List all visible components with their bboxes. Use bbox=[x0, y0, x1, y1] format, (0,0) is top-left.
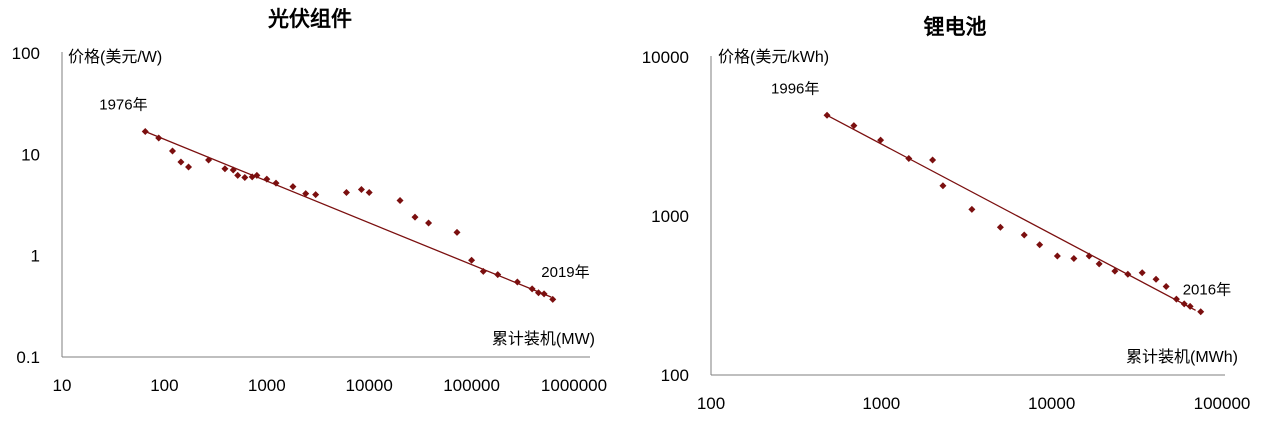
lithium-battery-chart: 锂电池 价格(美元/kWh) 累计装机(MWh) 100 1000 10000 100… bbox=[642, 15, 1251, 413]
data-point bbox=[263, 175, 271, 183]
data-point bbox=[1020, 231, 1028, 239]
data-point bbox=[272, 179, 280, 187]
annotation-label: 1996年 bbox=[771, 80, 819, 97]
trend-line bbox=[826, 114, 1196, 311]
data-point bbox=[312, 191, 320, 199]
x-axis-label: 累计装机(MW) bbox=[492, 330, 595, 348]
data-point bbox=[302, 190, 310, 198]
data-point bbox=[513, 278, 521, 286]
x-tick-label: 10000 bbox=[346, 376, 393, 395]
chart-title: 光伏组件 bbox=[267, 7, 352, 31]
y-tick-label: 1000 bbox=[651, 207, 689, 226]
y-tick-label: 100 bbox=[12, 44, 40, 63]
data-point bbox=[155, 134, 163, 142]
data-point bbox=[996, 223, 1004, 231]
data-point bbox=[549, 295, 557, 303]
data-point bbox=[939, 182, 947, 190]
data-point bbox=[1036, 241, 1044, 249]
data-point bbox=[1162, 283, 1170, 291]
data-point bbox=[905, 154, 913, 162]
x-tick-label: 1000 bbox=[862, 394, 900, 413]
y-tick-label: 10 bbox=[21, 145, 40, 164]
data-point bbox=[185, 163, 193, 171]
data-point bbox=[468, 256, 476, 264]
data-point bbox=[534, 289, 542, 297]
data-point bbox=[968, 205, 976, 213]
data-point bbox=[1172, 295, 1180, 303]
data-point bbox=[1138, 269, 1146, 277]
annotation-label: 1976年 bbox=[99, 97, 147, 114]
x-tick-label: 100 bbox=[150, 376, 178, 395]
annotation-label: 2016年 bbox=[1183, 281, 1231, 298]
x-axis-label: 累计装机(MWh) bbox=[1126, 348, 1238, 366]
x-tick-label: 10000 bbox=[1028, 394, 1075, 413]
data-point bbox=[169, 147, 177, 155]
data-point bbox=[1070, 255, 1078, 263]
annotations: 1996年 2016年 bbox=[771, 80, 1231, 298]
y-tick-label: 100 bbox=[661, 366, 689, 385]
y-tick-label: 0.1 bbox=[16, 348, 40, 367]
x-tick-label: 1000000 bbox=[541, 376, 607, 395]
x-tick-label: 1000 bbox=[248, 376, 286, 395]
data-point bbox=[528, 285, 536, 293]
data-point bbox=[396, 197, 404, 205]
data-point bbox=[1095, 260, 1103, 268]
data-point bbox=[494, 271, 502, 279]
data-point bbox=[929, 156, 937, 164]
annotations: 1976年 2019年 bbox=[99, 97, 589, 281]
y-axis-label: 价格(美元/W) bbox=[68, 48, 162, 66]
data-points bbox=[823, 111, 1205, 316]
data-point bbox=[1186, 302, 1194, 310]
y-tick-label: 10000 bbox=[642, 48, 689, 67]
y-tick-label: 1 bbox=[31, 247, 40, 266]
data-point bbox=[357, 185, 365, 193]
data-point bbox=[479, 267, 487, 275]
chart-title: 锂电池 bbox=[924, 15, 987, 39]
data-point bbox=[241, 174, 249, 182]
data-point bbox=[850, 122, 858, 130]
pv-module-chart: 光伏组件 价格(美元/W) 累计装机(MW) 10 100 1000 10000 100… bbox=[12, 7, 607, 395]
data-point bbox=[1197, 308, 1205, 316]
data-point bbox=[234, 171, 242, 179]
data-point bbox=[365, 189, 373, 197]
data-point bbox=[823, 111, 831, 119]
data-point bbox=[141, 128, 149, 136]
x-tick-label: 10 bbox=[53, 376, 72, 395]
data-point bbox=[411, 213, 419, 221]
data-point bbox=[1180, 300, 1188, 308]
data-point bbox=[205, 156, 213, 164]
data-point bbox=[425, 219, 433, 227]
data-point bbox=[540, 290, 548, 298]
data-point bbox=[177, 158, 185, 166]
tick-labels: 100 1000 10000 100000 100 1000 10000 bbox=[642, 48, 1251, 413]
data-point bbox=[221, 165, 229, 173]
data-point bbox=[1124, 270, 1132, 278]
data-point bbox=[229, 166, 237, 174]
x-tick-label: 100000 bbox=[443, 376, 500, 395]
data-point bbox=[1053, 252, 1061, 260]
data-point bbox=[877, 136, 885, 144]
tick-labels: 10 100 1000 10000 100000 1000000 0.1 1 10 100 bbox=[12, 44, 607, 395]
data-point bbox=[342, 189, 350, 197]
data-points bbox=[141, 128, 557, 303]
x-tick-label: 100 bbox=[697, 394, 725, 413]
data-point bbox=[453, 228, 461, 236]
data-point bbox=[253, 171, 261, 179]
data-point bbox=[289, 183, 297, 191]
trend-line bbox=[144, 130, 552, 298]
data-point bbox=[1111, 267, 1119, 275]
annotation-label: 2019年 bbox=[541, 264, 589, 281]
data-point bbox=[1152, 275, 1160, 283]
x-tick-label: 100000 bbox=[1194, 394, 1251, 413]
data-point bbox=[1085, 252, 1093, 260]
y-axis-label: 价格(美元/kWh) bbox=[718, 48, 829, 66]
